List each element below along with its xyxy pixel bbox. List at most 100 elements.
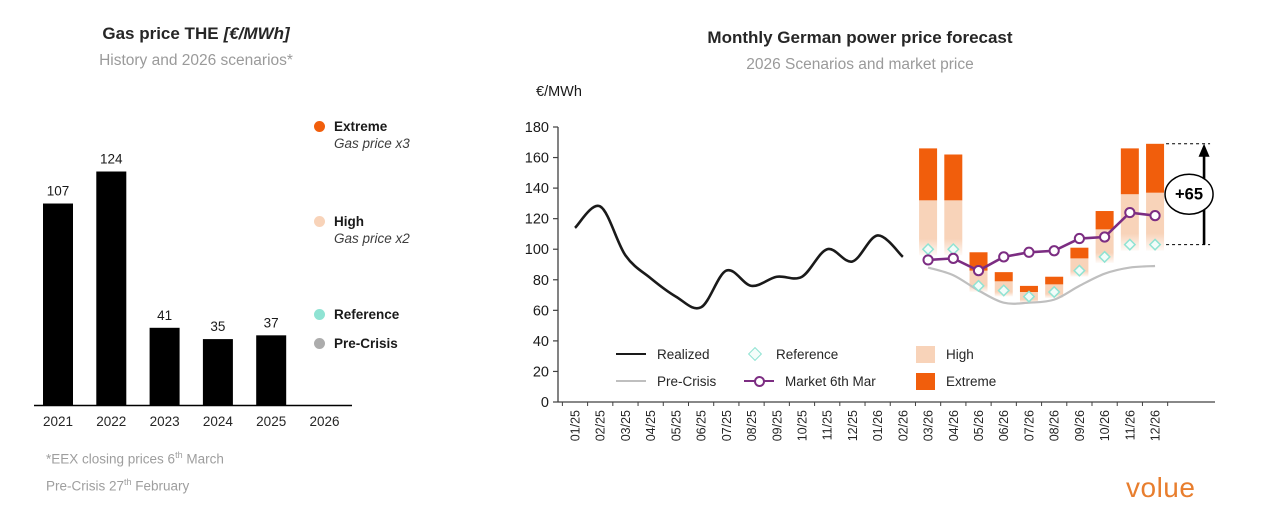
extreme-bar [1019,285,1038,292]
high-legend-label: High [946,346,974,362]
market-marker [972,265,985,277]
y-tick-label: 80 [533,273,549,289]
annotation-label: +65 [1175,186,1203,204]
left-chart-title: Gas price THE [€/MWh] [0,24,392,44]
left-x-tick-label: 2022 [96,414,126,429]
market-marker [1048,245,1060,257]
y-tick-label: 180 [525,120,549,136]
market-marker [922,254,934,266]
legend-item-precrisis: Pre-Crisis [616,371,744,391]
legend-item-high: High [916,344,1036,364]
y-tick-label: 120 [525,212,549,228]
power-price-forecast-chart: 0 20 40 60 80 100 120 140 160 180 01/25 02/25 03/25 0… [525,120,1215,441]
x-tick-label: 02/26 [896,410,910,441]
y-tick-label: 160 [525,151,549,167]
x-tick-label: 06/26 [997,410,1011,441]
reference-diamond [972,279,985,293]
left-chart-title-text: Gas price THE [102,24,219,43]
volue-logo: volue [1126,472,1196,503]
high-swatch-icon [916,345,935,363]
reference-label: Reference [334,307,400,322]
bar-2022 [96,171,127,405]
reference-diamond [1047,285,1061,299]
x-tick-label: 05/26 [972,410,986,441]
reference-diamond [1073,264,1086,277]
x-tick-label: 08/25 [745,410,759,441]
extreme-bar [1095,211,1114,230]
bar-value-label: 124 [100,152,123,167]
x-tick-label: 01/25 [569,410,583,441]
left-x-tick-label: 2025 [256,414,286,429]
x-tick-label: 09/25 [770,410,784,441]
extreme-swatch-icon [916,372,935,390]
high-bar [944,200,963,256]
left-x-tick-label: 2026 [309,414,339,429]
high-label: High [334,214,364,229]
reference-diamond [1123,238,1137,251]
right-chart-title: Monthly German power price forecast [707,28,1013,47]
delta-annotation: +65 [1164,143,1214,246]
precrisis-legend-label: Pre-Crisis [657,373,717,389]
high-sublabel: Gas price x2 [334,231,410,246]
extreme-bar [1070,247,1089,259]
x-tick-label: 11/26 [1123,410,1137,440]
bar-value-label: 107 [47,184,70,199]
left-x-tick-label: 2021 [43,414,73,429]
precrisis-dot-icon [314,338,325,349]
legend-item-precrisis: Pre-Crisis [314,335,398,352]
left-x-tick-label: 2024 [203,414,234,429]
market-marker [1073,232,1086,245]
extreme-dot-icon [314,121,325,132]
footnote-line2: Pre-Crisis 27th February [46,476,190,494]
market-legend-label: Market 6th Mar [785,373,876,389]
bar-2024 [202,339,233,405]
reference-diamond [1022,290,1036,303]
extreme-bar [1120,148,1139,195]
x-tick-label: 12/25 [846,410,860,441]
market-line-icon [744,375,774,387]
x-tick-label: 03/26 [922,410,936,441]
gas-price-bar-chart: 107 2021 124 2022 41 2023 35 2024 37 2025 2026 [34,152,352,429]
extreme-sublabel: Gas price x3 [334,136,410,151]
y-tick-label: 20 [533,364,549,380]
realized-legend-label: Realized [657,346,710,362]
annotation-arrowhead-icon [1198,143,1210,157]
x-tick-label: 07/26 [1022,410,1036,441]
y-tick-label: 140 [525,181,549,197]
high-bar [1120,194,1139,251]
extreme-bar [1146,143,1165,193]
x-tick-label: 04/26 [947,410,961,441]
left-chart-title-unit: [€/MWh] [223,24,290,43]
legend-item-high: High Gas price x2 [314,213,410,247]
realized-line-icon [616,353,646,355]
extreme-label: Extreme [334,119,388,134]
legend-item-realized: Realized [616,344,744,364]
realized-line [574,204,904,310]
x-tick-label: 09/26 [1073,410,1087,441]
market-marker [1149,210,1161,222]
bar-value-label: 37 [264,315,279,330]
left-x-tick-label: 2023 [150,414,180,429]
y-tick-label: 60 [533,303,549,319]
right-chart-subtitle: 2026 Scenarios and market price [746,56,974,73]
market-marker [947,252,959,264]
reference-dot-icon [314,309,325,320]
market-marker [998,251,1010,263]
legend-item-market: Market 6th Mar [744,371,916,391]
market-marker [1023,246,1035,258]
y-tick-label: 0 [541,395,549,411]
extreme-bar [969,252,988,271]
precrisis-label: Pre-Crisis [334,336,398,351]
x-tick-label: 04/25 [644,410,658,441]
legend-item-extreme: Extreme Gas price x3 [314,118,410,152]
reference-diamond [997,284,1011,297]
reference-diamond [1098,250,1111,264]
extreme-bar [994,272,1013,282]
x-tick-label: 12/26 [1149,410,1163,441]
extreme-bar [919,148,938,201]
x-tick-label: 10/26 [1098,410,1112,441]
x-tick-label: 01/26 [871,410,885,441]
x-tick-label: 05/25 [669,410,683,441]
bar-value-label: 35 [210,319,225,334]
